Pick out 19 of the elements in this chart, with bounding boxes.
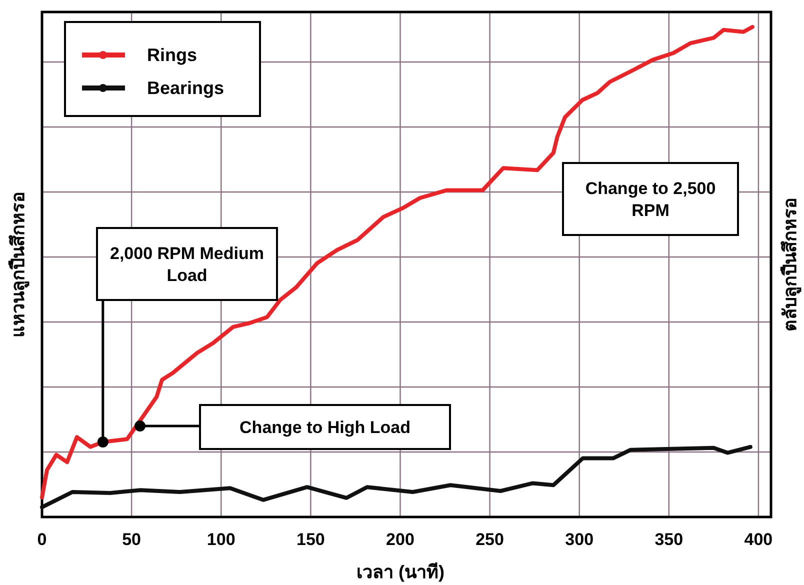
annotation: Change to High Load [240,418,410,437]
x-axis-title: เวลา (นาที) [356,562,444,582]
legend-label: Bearings [147,78,224,98]
x-tick-label: 250 [476,530,504,549]
x-tick-label: 400 [744,530,773,549]
x-tick-label: 350 [654,530,684,549]
x-tick-label: 50 [122,530,142,549]
annotation: Change to 2,500 RPM [562,162,739,236]
y2-axis-title: ตลับลูกปืนสึกหรอ [780,198,802,332]
annotation: Change to High Load [134,404,451,450]
legend-label: Rings [147,45,198,65]
x-tick-label: 300 [565,530,594,549]
y-axis-title: แหวนลูกปืนสึกหรอ [8,192,30,338]
x-tick-label: 100 [206,530,236,549]
annotation: Change to 2,500 RPM [585,179,716,220]
x-tick-label: 150 [296,530,325,549]
annotation: 2,000 RPM Medium Load [110,244,264,285]
x-tick-label: 200 [386,530,414,549]
x-tick-label: 0 [37,530,47,549]
